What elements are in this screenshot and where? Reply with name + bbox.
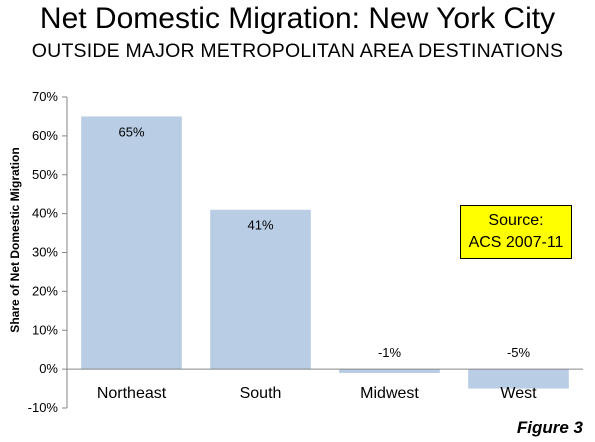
data-labels-group: 65% 41% -1% -5%: [118, 124, 530, 360]
source-line-1: Source:: [488, 212, 544, 229]
category-label: Midwest: [360, 385, 419, 402]
chart-subtitle: OUTSIDE MAJOR METROPOLITAN AREA DESTINAT…: [31, 40, 564, 62]
category-label: South: [240, 385, 282, 402]
y-tick-label: 60%: [32, 128, 58, 143]
bar-south: [210, 209, 311, 370]
category-label: Northeast: [97, 385, 167, 402]
y-tick-label: 50%: [32, 167, 58, 182]
bar-west: [468, 369, 569, 389]
axes-group: [66, 97, 583, 408]
bars-group: [81, 116, 569, 389]
data-label: 65%: [118, 124, 144, 139]
y-tick-label: 30%: [32, 245, 58, 260]
bar-northeast: [81, 116, 182, 370]
y-axis-ticks: -10% 0% 10% 20% 30% 40% 50% 60% 70%: [28, 89, 67, 415]
source-box: Source: ACS 2007-11: [460, 205, 572, 259]
y-tick-label: -10%: [28, 400, 59, 415]
y-tick-label: 70%: [32, 89, 58, 104]
chart-title: Net Domestic Migration: New York City: [39, 2, 556, 35]
y-tick-label: 0%: [39, 361, 58, 376]
bar-midwest: [339, 369, 440, 374]
y-tick-label: 10%: [32, 322, 58, 337]
category-labels-group: Northeast South Midwest West: [97, 385, 537, 402]
source-line-2: ACS 2007-11: [468, 234, 564, 251]
y-tick-label: 20%: [32, 283, 58, 298]
category-label: West: [500, 385, 537, 402]
data-label: -5%: [507, 345, 531, 360]
data-label: 41%: [247, 218, 273, 233]
data-label: -1%: [378, 345, 402, 360]
figure-label: Figure 3: [516, 418, 583, 437]
y-tick-label: 40%: [32, 206, 58, 221]
